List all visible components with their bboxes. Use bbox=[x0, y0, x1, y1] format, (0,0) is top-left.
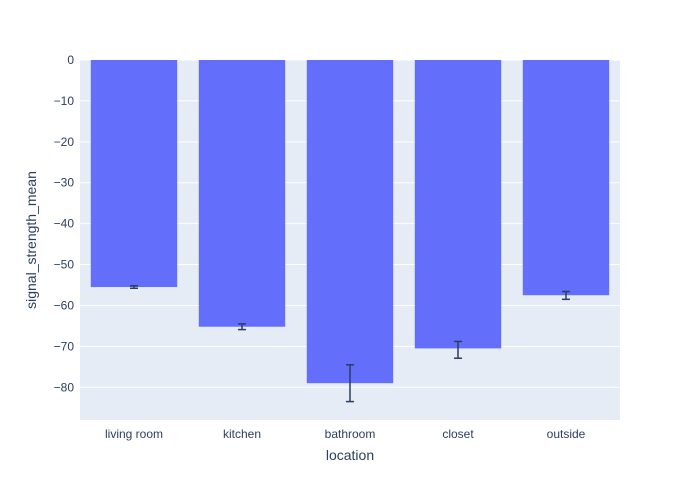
bar bbox=[198, 60, 286, 327]
y-tick-labels: 0 −10 −20 −30 −40 −50 −60 −70 −80 bbox=[54, 53, 75, 394]
bar bbox=[90, 60, 178, 288]
error-bars bbox=[130, 285, 570, 403]
y-tick-label: −40 bbox=[54, 217, 75, 231]
error-bar bbox=[562, 290, 570, 301]
x-axis-title: location bbox=[326, 447, 374, 463]
x-tick-label: living room bbox=[105, 427, 163, 441]
error-bar bbox=[454, 340, 462, 359]
y-tick-label: −20 bbox=[54, 135, 75, 149]
x-tick-label: kitchen bbox=[223, 427, 261, 441]
y-tick-label: −70 bbox=[54, 339, 75, 353]
bar bbox=[522, 60, 610, 296]
bar bbox=[306, 60, 394, 384]
x-tick-label: outside bbox=[547, 427, 586, 441]
y-tick-label: −10 bbox=[54, 94, 75, 108]
error-bar bbox=[238, 323, 246, 331]
error-bar bbox=[346, 364, 354, 403]
y-tick-label: 0 bbox=[67, 53, 74, 67]
error-bar bbox=[130, 285, 138, 290]
bar bbox=[414, 60, 502, 349]
y-tick-label: −50 bbox=[54, 258, 75, 272]
y-tick-label: −60 bbox=[54, 298, 75, 312]
x-tick-label: closet bbox=[442, 427, 474, 441]
x-tick-labels: living room kitchen bathroom closet outside bbox=[105, 427, 586, 441]
y-tick-label: −30 bbox=[54, 176, 75, 190]
x-tick-label: bathroom bbox=[325, 427, 376, 441]
y-tick-label: −80 bbox=[54, 380, 75, 394]
bars bbox=[90, 60, 610, 384]
y-axis-title: signal_strength_mean bbox=[23, 171, 39, 309]
